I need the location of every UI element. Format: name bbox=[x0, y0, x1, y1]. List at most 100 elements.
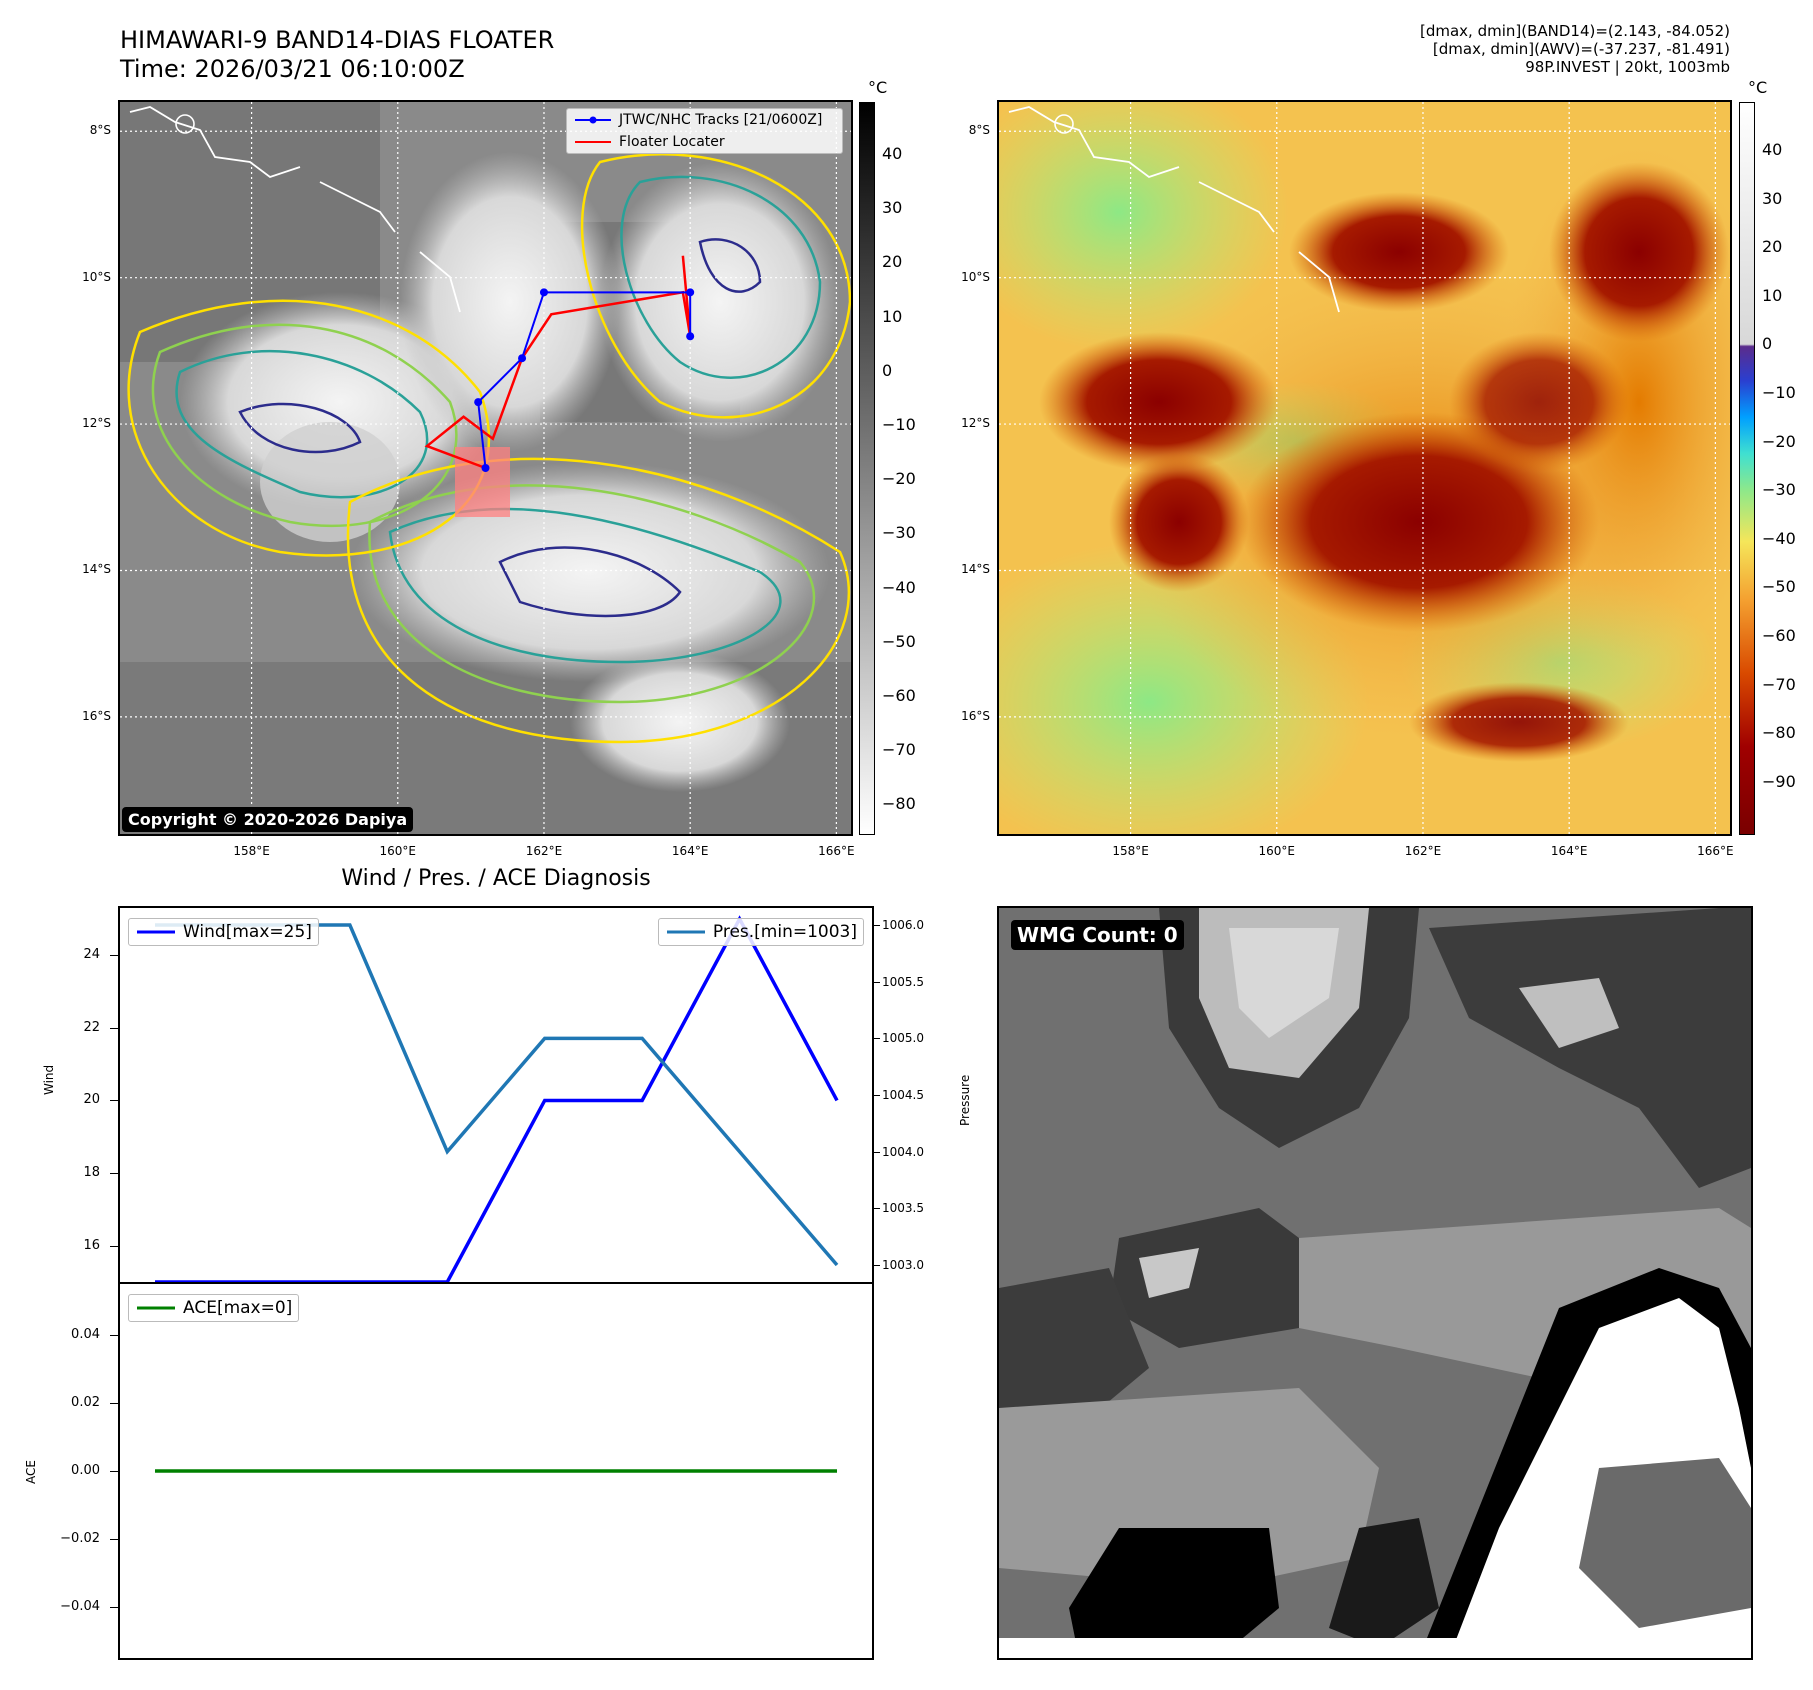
y2-tick-label: 1005.0 bbox=[882, 1031, 924, 1046]
y-tick-label: −0.02 bbox=[60, 1531, 100, 1546]
colorbar-tick-label: −40 bbox=[882, 577, 916, 597]
colorbar-tick-label: −70 bbox=[882, 740, 916, 760]
y-tick-mark bbox=[110, 1471, 118, 1472]
colorbar-tick-label: −80 bbox=[882, 794, 916, 814]
y-tick-label: 18 bbox=[83, 1165, 100, 1181]
lat-tick-label: 12°S bbox=[961, 416, 990, 431]
wind-legend-label: Wind[max=25] bbox=[183, 922, 312, 942]
y-tick-mark bbox=[110, 1173, 118, 1175]
left-colorbar-unit: °C bbox=[868, 78, 888, 97]
y2-tick-mark bbox=[874, 1095, 880, 1096]
wind-pressure-chart: Wind[max=25] Pres.[min=1003] bbox=[118, 906, 874, 1284]
colorbar-tick-label: 40 bbox=[882, 144, 903, 163]
legend-tracks-label: JTWC/NHC Tracks [21/0600Z] bbox=[619, 112, 823, 128]
wmg-count-badge: WMG Count: 0 bbox=[1011, 920, 1184, 950]
legend-tracks-swatch bbox=[575, 116, 611, 124]
colorbar-tick-label: 20 bbox=[1762, 237, 1783, 257]
y-tick-mark bbox=[110, 1027, 118, 1029]
lon-tick-label: 162°E bbox=[1404, 844, 1442, 858]
y2-tick-label: 1004.0 bbox=[882, 1144, 924, 1159]
lon-tick-label: 164°E bbox=[1550, 844, 1588, 858]
ace-axis-label: ACE bbox=[24, 1460, 38, 1484]
info-line-1: [dmax, dmin](BAND14)=(2.143, -84.052) bbox=[1419, 22, 1730, 40]
y-tick-label: −0.04 bbox=[60, 1599, 100, 1614]
colorbar-tick-label: −60 bbox=[1762, 626, 1796, 645]
y-tick-label: 0.00 bbox=[71, 1463, 100, 1478]
lon-tick-label: 166°E bbox=[1697, 844, 1734, 858]
ace-legend-label: ACE[max=0] bbox=[183, 1298, 293, 1318]
y-tick-mark bbox=[110, 1245, 118, 1247]
colorbar-tick-label: −50 bbox=[882, 631, 916, 651]
y2-tick-mark bbox=[874, 1265, 880, 1266]
colorbar-tick-label: −30 bbox=[1762, 480, 1796, 500]
y2-tick-mark bbox=[874, 981, 880, 983]
wind-legend-swatch bbox=[137, 930, 175, 934]
colorbar-tick-label: 30 bbox=[882, 198, 903, 218]
colorbar-tick-label: 30 bbox=[1762, 188, 1783, 208]
wind-axis-label: Wind bbox=[42, 1064, 56, 1095]
pressure-series bbox=[155, 923, 839, 1267]
y-tick-label: 0.04 bbox=[71, 1327, 100, 1342]
y-tick-label: 22 bbox=[83, 1019, 100, 1035]
track-point bbox=[686, 332, 695, 341]
y-tick-label: 20 bbox=[83, 1092, 100, 1108]
y-tick-mark bbox=[110, 1335, 118, 1336]
colorbar-tick-label: −80 bbox=[1762, 723, 1796, 743]
y2-tick-label: 1005.5 bbox=[882, 974, 924, 989]
track-point bbox=[481, 464, 490, 472]
legend-floater-label: Floater Locater bbox=[619, 134, 725, 150]
colorbar-tick-label: −20 bbox=[1762, 431, 1796, 451]
pressure-legend: Pres.[min=1003] bbox=[657, 918, 864, 946]
y2-tick-mark bbox=[874, 925, 880, 926]
colorbar-tick-label: −20 bbox=[882, 469, 916, 489]
colorbar-tick-label: −10 bbox=[1762, 383, 1796, 402]
lat-tick-label: 14°S bbox=[82, 562, 111, 577]
y-tick-label: 16 bbox=[83, 1237, 100, 1253]
pressure-legend-label: Pres.[min=1003] bbox=[712, 922, 857, 942]
map-legend: JTWC/NHC Tracks [21/0600Z] Floater Locat… bbox=[566, 108, 843, 154]
ace-legend: ACE[max=0] bbox=[128, 1294, 300, 1322]
jtwc-track-points bbox=[474, 288, 695, 472]
lat-tick-label: 12°S bbox=[82, 416, 111, 431]
colorbar-tick-label: −40 bbox=[1762, 528, 1796, 548]
lon-tick-label: 158°E bbox=[233, 844, 270, 858]
wind-series bbox=[155, 915, 839, 1284]
lon-tick-label: 166°E bbox=[818, 844, 855, 858]
info-line-2: [dmax, dmin](AWV)=(-37.237, -81.491) bbox=[1432, 40, 1730, 58]
band14-map: JTWC/NHC Tracks [21/0600Z] Floater Locat… bbox=[118, 100, 853, 836]
left-map-gridlines bbox=[120, 102, 851, 834]
jtwc-track-line bbox=[477, 291, 692, 469]
colorbar-tick-label: 10 bbox=[882, 306, 903, 326]
lat-tick-label: 8°S bbox=[968, 123, 990, 138]
wind-pressure-plot bbox=[154, 915, 839, 1284]
colorbar-tick-label: 0 bbox=[882, 360, 893, 380]
y-tick-mark bbox=[110, 1539, 118, 1540]
y2-tick-mark bbox=[874, 1038, 880, 1040]
dmax-info: [dmax, dmin](BAND14)=(2.143, -84.052) [d… bbox=[1420, 22, 1730, 76]
colorbar-tick-label: −70 bbox=[1762, 674, 1796, 694]
wmg-panel: WMG Count: 0 bbox=[997, 906, 1753, 1660]
lat-tick-label: 16°S bbox=[82, 708, 111, 723]
lat-tick-label: 10°S bbox=[82, 269, 111, 284]
title-line-1: HIMAWARI-9 BAND14-DIAS FLOATER bbox=[120, 26, 555, 54]
right-colorbar-unit: °C bbox=[1748, 78, 1768, 97]
y-tick-mark bbox=[110, 1403, 118, 1404]
info-line-3: 98P.INVEST | 20kt, 1003mb bbox=[1525, 58, 1730, 76]
y-tick-mark bbox=[110, 1607, 118, 1608]
lon-tick-label: 158°E bbox=[1112, 844, 1149, 858]
legend-tracks: JTWC/NHC Tracks [21/0600Z] bbox=[567, 109, 842, 131]
lon-tick-label: 160°E bbox=[379, 844, 417, 858]
lat-tick-label: 8°S bbox=[89, 123, 111, 138]
colorbar-tick-label: −50 bbox=[1762, 577, 1796, 597]
colorbar-tick-label: 40 bbox=[1762, 140, 1783, 159]
y2-tick-label: 1004.5 bbox=[882, 1088, 924, 1102]
track-point bbox=[474, 398, 483, 407]
wmg-image bbox=[999, 908, 1751, 1658]
y2-tick-label: 1003.0 bbox=[882, 1258, 924, 1272]
ace-legend-swatch bbox=[137, 1306, 175, 1310]
y2-tick-mark bbox=[874, 1208, 880, 1210]
ace-plot bbox=[154, 1469, 838, 1473]
right-map-gridlines bbox=[999, 102, 1730, 834]
pressure-axis-label: Pressure bbox=[958, 1074, 972, 1126]
track-point bbox=[518, 354, 527, 363]
